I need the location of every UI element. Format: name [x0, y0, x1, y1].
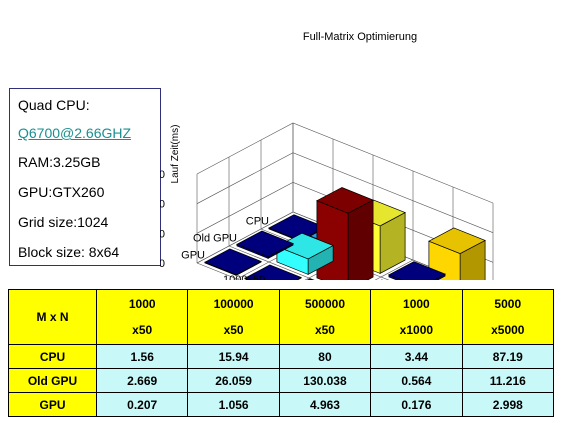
table-column-header: 1000 x1000 — [370, 289, 463, 345]
column-size-top: 500000 — [304, 297, 345, 311]
table-cell: 1.56 — [95, 344, 189, 369]
category-tick-label: 1000x50 — [223, 274, 265, 280]
z-tick-label: 150 — [160, 169, 165, 181]
z-tick-label: 50 — [160, 228, 165, 240]
bar-gpu-0 — [204, 248, 262, 276]
column-size-top: 1000 — [128, 297, 156, 311]
row-tick-label: Old GPU — [193, 233, 237, 245]
table-cell: 130.038 — [278, 368, 372, 393]
bar-face — [316, 187, 374, 214]
column-size-bottom: x50 — [314, 323, 335, 337]
cpu-label: Quad CPU: — [18, 97, 90, 113]
grid-line — [228, 245, 315, 280]
table-column-header: 1000 x50 — [95, 289, 189, 345]
row-label: Old GPU — [8, 368, 97, 393]
grid-line — [196, 152, 494, 233]
table-corner-label: M x N — [36, 310, 69, 324]
row-tick-label: GPU — [181, 250, 205, 262]
grid-line — [196, 262, 241, 280]
bar-chart-3d: Full-Matrix Optimierung 0 50 100 150 Lauf Zei… — [160, 31, 494, 280]
system-info-box: Quad CPU: Q6700@2.66GHZ RAM:3.25GB GPU:G… — [9, 88, 161, 266]
table-column-header: 500000 x50 — [278, 289, 372, 345]
grid-size-info: Grid size:1024 — [18, 214, 109, 230]
table-column-header: 5000 x5000 — [461, 289, 555, 345]
table-cell: 2.998 — [461, 392, 555, 417]
bar-face — [236, 230, 294, 258]
bar-face — [204, 248, 262, 276]
column-size-bottom: x50 — [223, 323, 244, 337]
table-cell: 0.207 — [95, 392, 189, 417]
bar-face — [428, 227, 486, 254]
table-row: Old GPU 2.669 26.059 130.038 0.564 11.21… — [8, 368, 555, 393]
cpu-model-link[interactable]: Q6700@2.66GHZ — [18, 125, 132, 141]
grid-line — [196, 181, 494, 263]
table-cell: 2.669 — [95, 368, 189, 393]
table-cell: 11.216 — [461, 368, 555, 393]
bar-face — [316, 200, 349, 280]
bar-old-gpu-2 — [316, 187, 374, 280]
table-row: GPU 0.207 1.056 4.963 0.176 2.998 — [8, 392, 555, 417]
row-label: CPU — [8, 344, 97, 369]
table-cell: 0.564 — [370, 368, 463, 393]
table-column-header: 100000 x50 — [187, 289, 280, 345]
chart-title: Full-Matrix Optimierung — [303, 31, 417, 43]
z-axis-label: Lauf Zeit(ms) — [170, 125, 181, 184]
table-cell: 26.059 — [187, 368, 280, 393]
column-size-top: 100000 — [213, 297, 254, 311]
z-tick-label: 100 — [160, 199, 165, 211]
table-cell: 80 — [278, 344, 372, 369]
table-cell: 87.19 — [461, 344, 555, 369]
bar-cpu-3 — [388, 261, 446, 280]
bar-face — [306, 278, 315, 280]
table-cell: 1.056 — [187, 392, 280, 417]
table-cell: 0.176 — [370, 392, 463, 417]
bar-face — [388, 261, 446, 280]
grid-line — [196, 211, 294, 264]
bar-face — [244, 264, 302, 280]
row-tick-label: CPU — [246, 216, 269, 228]
table-corner-cell: M x N — [8, 289, 97, 345]
bar-old-gpu-0 — [236, 230, 294, 259]
column-size-bottom: x1000 — [399, 323, 434, 337]
grid-line — [374, 259, 414, 280]
column-size-bottom: x5000 — [491, 323, 525, 337]
bar-cpu-4 — [428, 227, 486, 280]
ram-info: RAM:3.25GB — [18, 154, 101, 170]
bar-gpu-1 — [244, 264, 302, 280]
z-tick-label: 0 — [160, 258, 165, 270]
gpu-info: GPU:GTX260 — [18, 184, 105, 200]
table-cell: 15.94 — [187, 344, 280, 369]
table-row: CPU 1.56 15.94 80 3.44 87.19 — [8, 344, 555, 369]
column-size-top: 1000 — [403, 297, 430, 311]
block-size-info: Block size: 8x64 — [18, 244, 120, 260]
timing-table: M x N 1000 x50 100000 x50 500000 x50 100… — [8, 289, 555, 417]
column-size-bottom: x50 — [132, 323, 153, 337]
bar-old-gpu-1 — [276, 232, 334, 275]
row-label: GPU — [8, 392, 97, 417]
table-cell: 4.963 — [278, 392, 372, 417]
grid-line — [196, 122, 494, 204]
column-size-top: 5000 — [494, 297, 522, 311]
table-cell: 3.44 — [370, 344, 463, 369]
table-header-row: M x N 1000 x50 100000 x50 500000 x50 100… — [8, 289, 555, 345]
bar-gpu-2 — [306, 278, 315, 280]
bar-face — [347, 199, 374, 280]
